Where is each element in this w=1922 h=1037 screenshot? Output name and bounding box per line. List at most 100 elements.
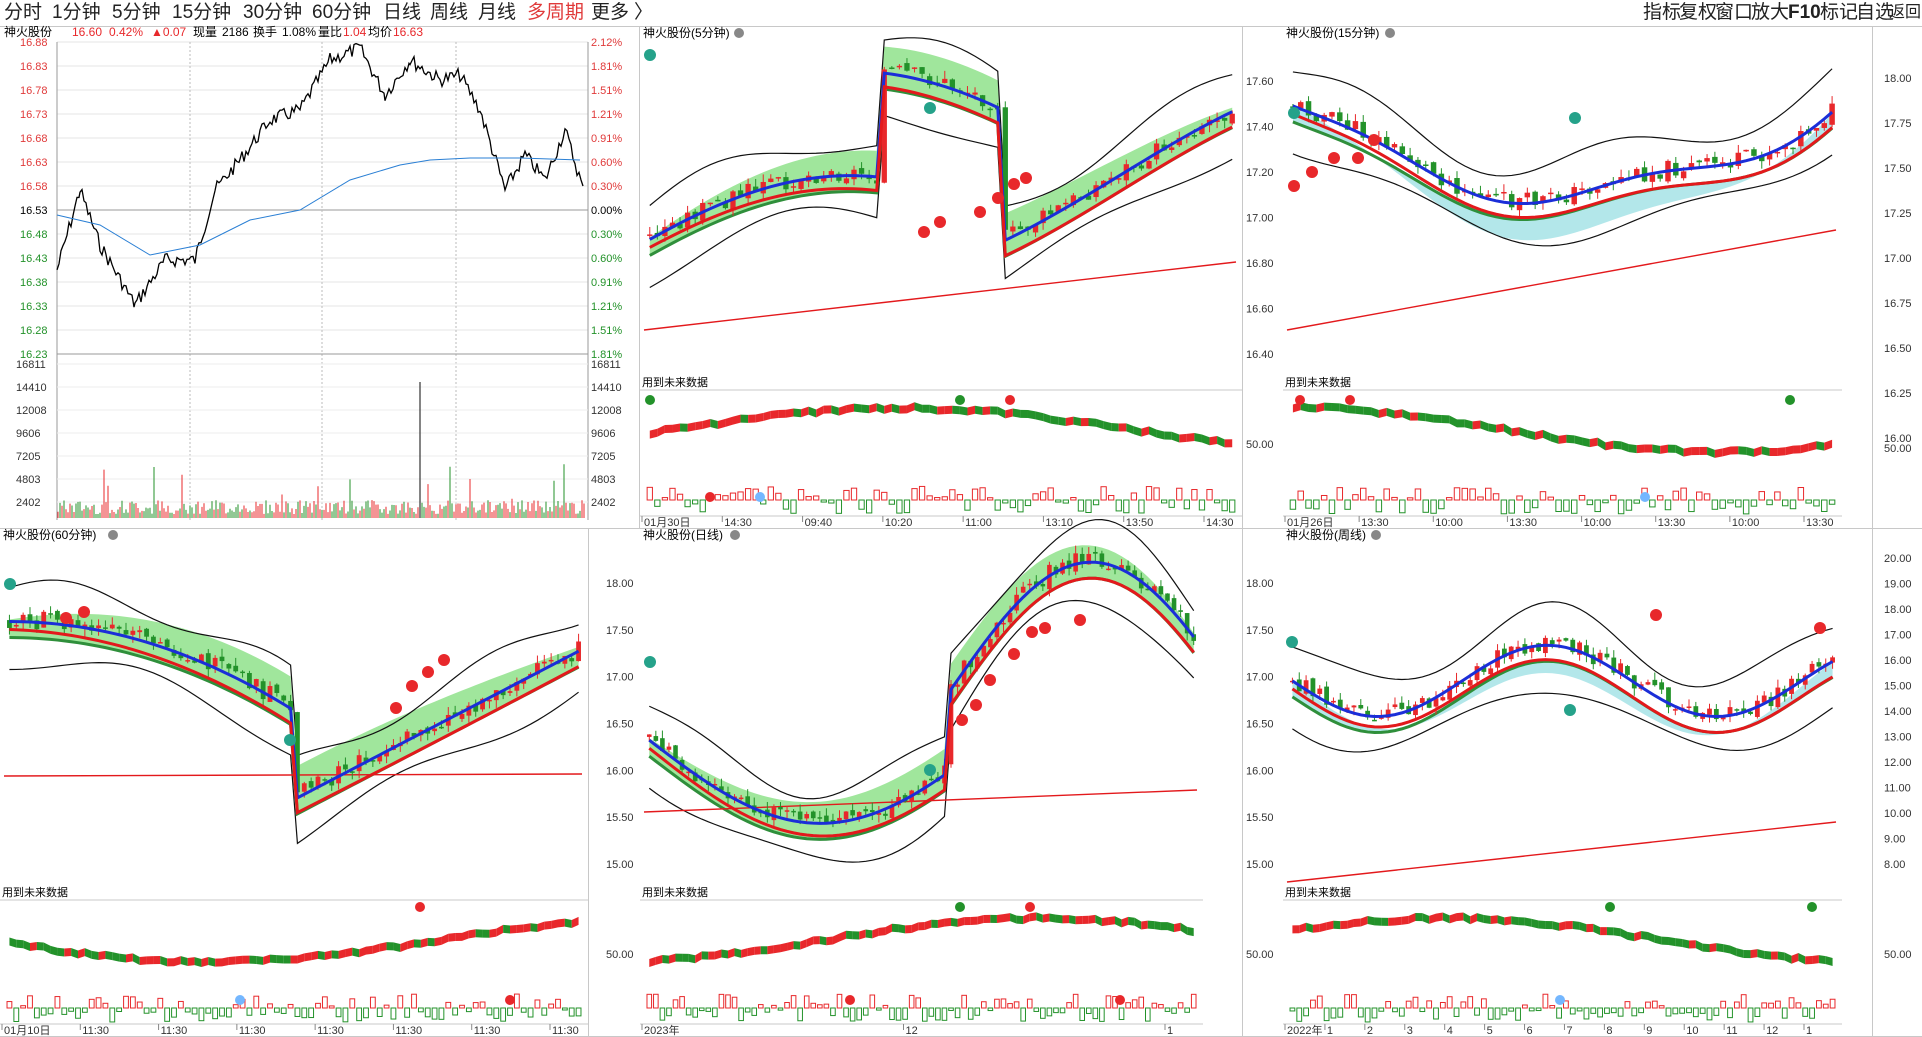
osc-hist [1151,1002,1158,1009]
candle-body [719,786,724,791]
candle-body [768,178,774,182]
osc-hist [1059,1007,1066,1014]
osc-hist [714,494,722,501]
osc-hist [1020,1007,1026,1022]
osc-ribbon [649,428,658,439]
tab-weekly[interactable]: 周线 [430,2,469,23]
osc-hist [1583,1007,1590,1020]
right-axis-tick-top: 16.00 [1884,433,1912,445]
btn-f10[interactable]: F10 [1788,2,1821,23]
tab-30min[interactable]: 30分钟 [243,2,303,23]
osc-ribbon [1417,412,1426,422]
candle-body [480,698,485,710]
osc-hist [527,1007,534,1018]
candle-body [1759,156,1765,162]
osc-hist [1633,499,1640,504]
dropdown-icon [1385,28,1395,38]
osc-hist [143,1007,150,1014]
osc-hist [465,1007,472,1013]
trend-line [643,789,1198,813]
signal-ball [1020,172,1032,184]
tab-timeshare[interactable]: 分时 [4,2,43,23]
btn-mark[interactable]: 标记 [1820,2,1859,23]
yaxis-tick: 15.50 [1246,812,1274,824]
candle-body [1659,682,1665,690]
osc-ribbon [997,406,1006,419]
xaxis-label: 09:40 [805,517,833,529]
osc-ribbon [1096,418,1104,430]
osc-ribbon [977,915,984,925]
ma-blue [1292,104,1834,206]
yaxis-tick: 15.50 [606,812,634,824]
osc-hist [1426,1000,1433,1009]
osc-ribbon [551,919,558,929]
btn-back[interactable]: 返回 [1889,4,1922,21]
tab-daily[interactable]: 日线 [383,2,422,23]
candle-body [1010,226,1016,232]
candle-body [1423,164,1429,166]
candle-body [144,628,149,637]
osc-ribbon [1128,916,1135,926]
candle-body [830,819,836,822]
osc-hist [712,1007,718,1018]
osc-hist [1590,1007,1597,1014]
candle-body [753,186,759,191]
candle-body [915,793,921,795]
candle-body [1707,708,1712,715]
candle-body [1829,103,1835,125]
osc-hist [417,1007,424,1013]
osc-hist [1351,994,1357,1009]
osc-ribbon [1527,429,1536,440]
tab-more[interactable]: 更多 [591,2,630,23]
btn-indicator[interactable]: 指标 [1643,2,1682,23]
tab-monthly[interactable]: 月线 [478,2,517,23]
tab-5min[interactable]: 5分钟 [112,2,161,23]
osc-ribbon [846,403,855,414]
osc-hist [1344,499,1351,510]
candle-body [810,811,816,819]
btn-window[interactable]: 窗口 [1715,2,1754,23]
signal-ball [1039,622,1051,634]
candle-body [745,796,750,806]
osc-ribbon [1688,940,1696,949]
osc-ribbon [16,939,24,949]
candle-body [1447,685,1453,700]
osc-ribbon [1201,434,1210,446]
candle-body [850,810,855,816]
osc-hist [1515,1007,1521,1021]
osc-hist [1357,1007,1364,1018]
osc-ribbon [710,419,718,430]
osc-ribbon [878,927,886,936]
osc-ribbon [1043,413,1051,424]
osc-ribbon [9,937,17,948]
osc-hist [1079,1007,1086,1021]
ma-blue [648,560,1195,825]
future-data-label: 用到未来数据 [1285,375,1351,389]
candle-body [1529,646,1535,653]
boll-upper [1292,68,1833,177]
btn-watchlist[interactable]: 自选 [1856,2,1895,23]
tab-15min[interactable]: 15分钟 [172,2,232,23]
osc-ribbon [201,957,209,968]
osc-ribbon [1194,433,1202,443]
btn-zoom[interactable]: 放大 [1751,2,1790,23]
osc-hist [738,1007,744,1022]
osc-signal [1345,395,1355,405]
osc-hist [349,998,356,1009]
osc-hist [1177,1002,1184,1009]
osc-ribbon [1644,444,1653,453]
osc-ribbon [839,930,847,942]
candle-body [981,645,987,657]
osc-hist [1013,1001,1020,1009]
osc-ribbon [1490,915,1498,924]
osc-hist [1085,1007,1092,1014]
tab-1min[interactable]: 1分钟 [52,2,101,23]
tab-60min[interactable]: 60分钟 [312,2,372,23]
tab-multi-period[interactable]: 多周期 [527,2,585,23]
btn-adjust[interactable]: 复权 [1679,2,1718,23]
osc-ribbon [1464,419,1473,430]
osc-hist [849,1007,856,1022]
kline-panel-p5: 神火股份(5分钟) 用到未来数据 01月30日 14:30 09:40 10:20 11:0… [640,25,1242,529]
more-arrow-icon[interactable]: 〉 [634,2,654,23]
xaxis-label: 1 [1327,1025,1333,1037]
